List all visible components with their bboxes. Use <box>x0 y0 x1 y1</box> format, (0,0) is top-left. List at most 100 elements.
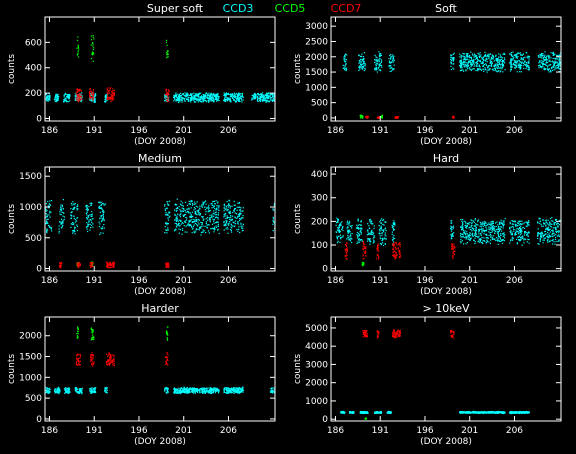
data-point <box>178 221 179 222</box>
data-point <box>552 233 553 234</box>
data-point <box>206 221 207 222</box>
data-point <box>496 222 497 223</box>
data-point <box>111 98 112 99</box>
data-point <box>212 224 213 225</box>
data-point <box>472 54 473 55</box>
data-point <box>520 54 521 55</box>
data-point <box>194 101 195 102</box>
data-point <box>56 94 57 95</box>
data-point <box>528 232 529 233</box>
data-point <box>230 94 231 95</box>
data-point <box>358 229 359 230</box>
data-point <box>339 227 340 228</box>
data-point <box>174 210 175 211</box>
data-point <box>498 238 499 239</box>
data-point <box>50 205 51 206</box>
data-point <box>208 210 209 211</box>
data-point <box>399 243 400 244</box>
data-point <box>472 234 473 235</box>
data-point <box>191 226 192 227</box>
data-point <box>179 225 180 226</box>
data-point <box>269 92 270 93</box>
data-point <box>551 217 552 218</box>
data-point <box>451 228 452 229</box>
data-point <box>93 61 94 62</box>
data-point <box>554 224 555 225</box>
data-point <box>195 208 196 209</box>
data-point <box>112 90 113 91</box>
data-point <box>241 217 242 218</box>
data-point <box>553 58 554 59</box>
data-point <box>465 225 466 226</box>
data-point <box>545 225 546 226</box>
data-point <box>542 240 543 241</box>
data-point <box>79 90 80 91</box>
data-point <box>177 208 178 209</box>
data-point <box>77 206 78 207</box>
data-point <box>105 99 106 100</box>
data-point <box>272 94 273 95</box>
data-point <box>517 225 518 226</box>
data-point <box>194 219 195 220</box>
data-point <box>549 233 550 234</box>
data-point <box>198 210 199 211</box>
data-point <box>192 212 193 213</box>
data-point <box>236 218 237 219</box>
data-point <box>497 229 498 230</box>
data-point <box>464 66 465 67</box>
data-point <box>79 89 80 90</box>
data-point <box>184 100 185 101</box>
data-point <box>209 215 210 216</box>
data-point <box>263 100 264 101</box>
data-point <box>177 94 178 95</box>
y-tick-label: 500 <box>25 234 42 244</box>
data-point <box>90 219 91 220</box>
data-point <box>520 68 521 69</box>
data-point <box>376 65 377 66</box>
data-point <box>504 54 505 55</box>
data-point <box>183 211 184 212</box>
data-point <box>167 388 168 389</box>
data-point <box>514 64 515 65</box>
data-point <box>178 225 179 226</box>
data-point <box>340 224 341 225</box>
data-point <box>72 233 73 234</box>
data-point <box>475 223 476 224</box>
data-point <box>93 388 94 389</box>
data-point <box>78 95 79 96</box>
data-point <box>364 248 365 249</box>
data-point <box>548 65 549 66</box>
data-point <box>166 42 167 43</box>
data-point <box>371 234 372 235</box>
data-point <box>213 221 214 222</box>
data-point <box>86 205 87 206</box>
data-point <box>549 56 550 57</box>
data-point <box>72 209 73 210</box>
data-point <box>74 204 75 205</box>
data-point <box>528 67 529 68</box>
data-point <box>100 205 101 206</box>
data-point <box>237 231 238 232</box>
x-tick-label: 186 <box>327 276 344 286</box>
data-point <box>78 101 79 102</box>
data-point <box>516 67 517 68</box>
data-point <box>475 219 476 220</box>
data-point <box>470 52 471 53</box>
data-point <box>490 237 491 238</box>
data-point <box>193 209 194 210</box>
data-point <box>462 224 463 225</box>
data-point <box>378 247 379 248</box>
data-point <box>190 201 191 202</box>
data-point <box>471 220 472 221</box>
data-point <box>378 51 379 52</box>
data-point <box>369 240 370 241</box>
data-point <box>180 229 181 230</box>
data-point <box>87 208 88 209</box>
data-point <box>210 93 211 94</box>
data-point <box>361 233 362 234</box>
data-point <box>361 59 362 60</box>
data-point <box>500 56 501 57</box>
data-point <box>543 223 544 224</box>
data-point <box>101 228 102 229</box>
data-point <box>199 229 200 230</box>
